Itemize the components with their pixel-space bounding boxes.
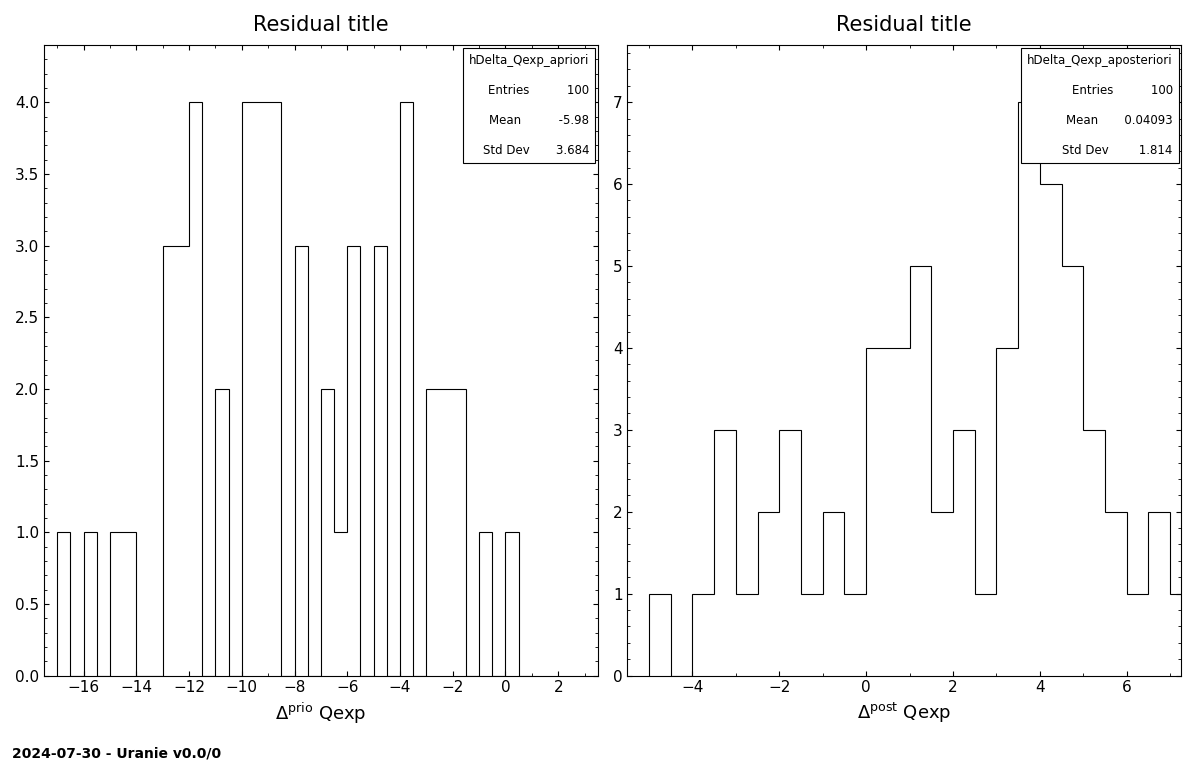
X-axis label: $\Delta^{\rm post}$ Qexp: $\Delta^{\rm post}$ Qexp <box>858 701 951 725</box>
Title: Residual title: Residual title <box>254 15 389 35</box>
Text: 2024-07-30 - Uranie v0.0/0: 2024-07-30 - Uranie v0.0/0 <box>12 747 221 760</box>
Text: hDelta_Qexp_apriori

Entries          100

Mean          -5.98

Std Dev       3.: hDelta_Qexp_apriori Entries 100 Mean -5.… <box>469 54 590 157</box>
Text: hDelta_Qexp_aposteriori

Entries          100

Mean       0.04093

Std Dev      : hDelta_Qexp_aposteriori Entries 100 Mean… <box>1027 54 1173 157</box>
X-axis label: $\Delta^{\rm prio}$ Qexp: $\Delta^{\rm prio}$ Qexp <box>275 701 367 726</box>
Title: Residual title: Residual title <box>836 15 972 35</box>
